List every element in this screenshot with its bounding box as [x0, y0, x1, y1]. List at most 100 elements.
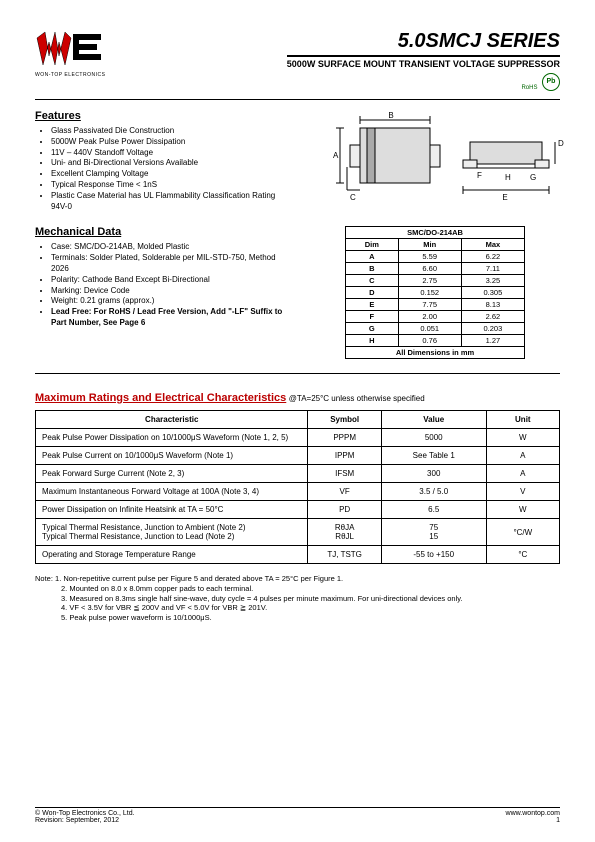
table-row: Peak Pulse Current on 10/1000μS Waveform…	[36, 447, 560, 465]
dim-cell: 0.051	[398, 323, 461, 335]
dim-caption: SMC/DO-214AB	[346, 227, 525, 239]
table-row: B6.607.11	[346, 263, 525, 275]
features-list: Glass Passivated Die Construction5000W P…	[35, 126, 285, 212]
ratings-cell: PD	[308, 501, 381, 519]
pbfree-icon: Pb	[542, 73, 560, 91]
company-name: WON-TOP ELECTRONICS	[35, 72, 105, 78]
dim-cell: B	[346, 263, 399, 275]
table-row: Power Dissipation on Infinite Heatsink a…	[36, 501, 560, 519]
ratings-cell: See Table 1	[381, 447, 486, 465]
ratings-cell: TJ, TSTG	[308, 546, 381, 564]
dim-cell: 2.75	[398, 275, 461, 287]
mechanical-item: Lead Free: For RoHS / Lead Free Version,…	[51, 307, 285, 329]
table-row: H0.761.27	[346, 335, 525, 347]
dim-cell: 8.13	[461, 299, 524, 311]
dim-cell: 0.203	[461, 323, 524, 335]
dim-cell: 2.62	[461, 311, 524, 323]
mechanical-item: Case: SMC/DO-214AB, Molded Plastic	[51, 242, 285, 253]
features-heading: Features	[35, 110, 285, 122]
ratings-cell: IPPM	[308, 447, 381, 465]
ratings-cell: W	[486, 501, 559, 519]
note-item: 1. Non-repetitive current pulse per Figu…	[55, 574, 343, 583]
ratings-header: Value	[381, 411, 486, 429]
mechanical-list: Case: SMC/DO-214AB, Molded PlasticTermin…	[35, 242, 285, 328]
svg-text:D: D	[558, 139, 564, 148]
dim-cell: D	[346, 287, 399, 299]
note-item: 3. Measured on 8.3ms single half sine-wa…	[35, 594, 560, 604]
ratings-cell: Peak Forward Surge Current (Note 2, 3)	[36, 465, 308, 483]
dim-cell: 2.00	[398, 311, 461, 323]
ratings-cell: 300	[381, 465, 486, 483]
footer-right: www.wontop.com 1	[506, 810, 560, 824]
ratings-cell: Operating and Storage Temperature Range	[36, 546, 308, 564]
feature-item: Glass Passivated Die Construction	[51, 126, 285, 137]
feature-item: Uni- and Bi-Directional Versions Availab…	[51, 158, 285, 169]
ratings-cell: IFSM	[308, 465, 381, 483]
ratings-cell: RθJA RθJL	[308, 519, 381, 546]
note-item: 4. VF < 3.5V for VBR ≦ 200V and VF < 5.0…	[35, 603, 560, 613]
features-and-package: Features Glass Passivated Die Constructi…	[35, 110, 560, 359]
svg-text:A: A	[333, 151, 339, 160]
ratings-header: Symbol	[308, 411, 381, 429]
dim-header: Dim	[346, 239, 399, 251]
ratings-header: Unit	[486, 411, 559, 429]
table-row: E7.758.13	[346, 299, 525, 311]
ratings-cell: Typical Thermal Resistance, Junction to …	[36, 519, 308, 546]
dim-cell: F	[346, 311, 399, 323]
ratings-cell: Power Dissipation on Infinite Heatsink a…	[36, 501, 308, 519]
ratings-table: CharacteristicSymbolValueUnit Peak Pulse…	[35, 410, 560, 564]
notes-block: Note: 1. Non-repetitive current pulse pe…	[35, 574, 560, 623]
rohs-icon: RoHS	[521, 85, 537, 91]
dim-header: Min	[398, 239, 461, 251]
feature-item: Typical Response Time < 1nS	[51, 180, 285, 191]
ratings-heading-row: Maximum Ratings and Electrical Character…	[35, 392, 560, 404]
svg-text:G: G	[530, 173, 536, 182]
ratings-cell: 3.5 / 5.0	[381, 483, 486, 501]
dim-cell: 6.60	[398, 263, 461, 275]
dim-cell: E	[346, 299, 399, 311]
mechanical-item: Terminals: Solder Plated, Solderable per…	[51, 253, 285, 275]
header: WON-TOP ELECTRONICS 5.0SMCJ SERIES 5000W…	[35, 30, 560, 91]
ratings-cell: -55 to +150	[381, 546, 486, 564]
page-footer: © Won-Top Electronics Co., Ltd. Revision…	[35, 807, 560, 824]
table-row: Maximum Instantaneous Forward Voltage at…	[36, 483, 560, 501]
ratings-cell: V	[486, 483, 559, 501]
feature-item: 11V – 440V Standoff Voltage	[51, 148, 285, 159]
dim-cell: 0.305	[461, 287, 524, 299]
table-row: Typical Thermal Resistance, Junction to …	[36, 519, 560, 546]
table-row: Operating and Storage Temperature RangeT…	[36, 546, 560, 564]
dim-header: Max	[461, 239, 524, 251]
company-logo-icon	[35, 30, 105, 70]
svg-text:H: H	[505, 173, 511, 182]
copyright: © Won-Top Electronics Co., Ltd.	[35, 810, 135, 817]
footer-left: © Won-Top Electronics Co., Ltd. Revision…	[35, 810, 135, 824]
page-subtitle: 5000W SURFACE MOUNT TRANSIENT VOLTAGE SU…	[287, 59, 560, 69]
note-item: 5. Peak pulse power waveform is 10/1000μ…	[35, 613, 560, 623]
mechanical-heading: Mechanical Data	[35, 226, 285, 238]
ratings-cell: Peak Pulse Current on 10/1000μS Waveform…	[36, 447, 308, 465]
table-row: Peak Pulse Power Dissipation on 10/1000μ…	[36, 429, 560, 447]
dim-cell: G	[346, 323, 399, 335]
package-outline-icon: B A C D F H G E	[305, 110, 565, 220]
dim-cell: 7.75	[398, 299, 461, 311]
dim-cell: H	[346, 335, 399, 347]
dim-footer: All Dimensions in mm	[346, 347, 525, 359]
dim-cell: 0.76	[398, 335, 461, 347]
ratings-cell: Peak Pulse Power Dissipation on 10/1000μ…	[36, 429, 308, 447]
compliance-badges: RoHS Pb	[287, 73, 560, 91]
notes-label: Note:	[35, 574, 53, 583]
svg-text:F: F	[477, 171, 482, 180]
ratings-cell: W	[486, 429, 559, 447]
title-block: 5.0SMCJ SERIES 5000W SURFACE MOUNT TRANS…	[287, 30, 560, 91]
ratings-cell: VF	[308, 483, 381, 501]
page-number: 1	[506, 817, 560, 824]
ratings-header: Characteristic	[36, 411, 308, 429]
dim-cell: C	[346, 275, 399, 287]
ratings-condition: @TA=25°C unless otherwise specified	[289, 394, 425, 403]
footer-url: www.wontop.com	[506, 810, 560, 817]
ratings-cell: 6.5	[381, 501, 486, 519]
dim-cell: 3.25	[461, 275, 524, 287]
dim-cell: 0.152	[398, 287, 461, 299]
ratings-cell: 75 15	[381, 519, 486, 546]
ratings-cell: 5000	[381, 429, 486, 447]
